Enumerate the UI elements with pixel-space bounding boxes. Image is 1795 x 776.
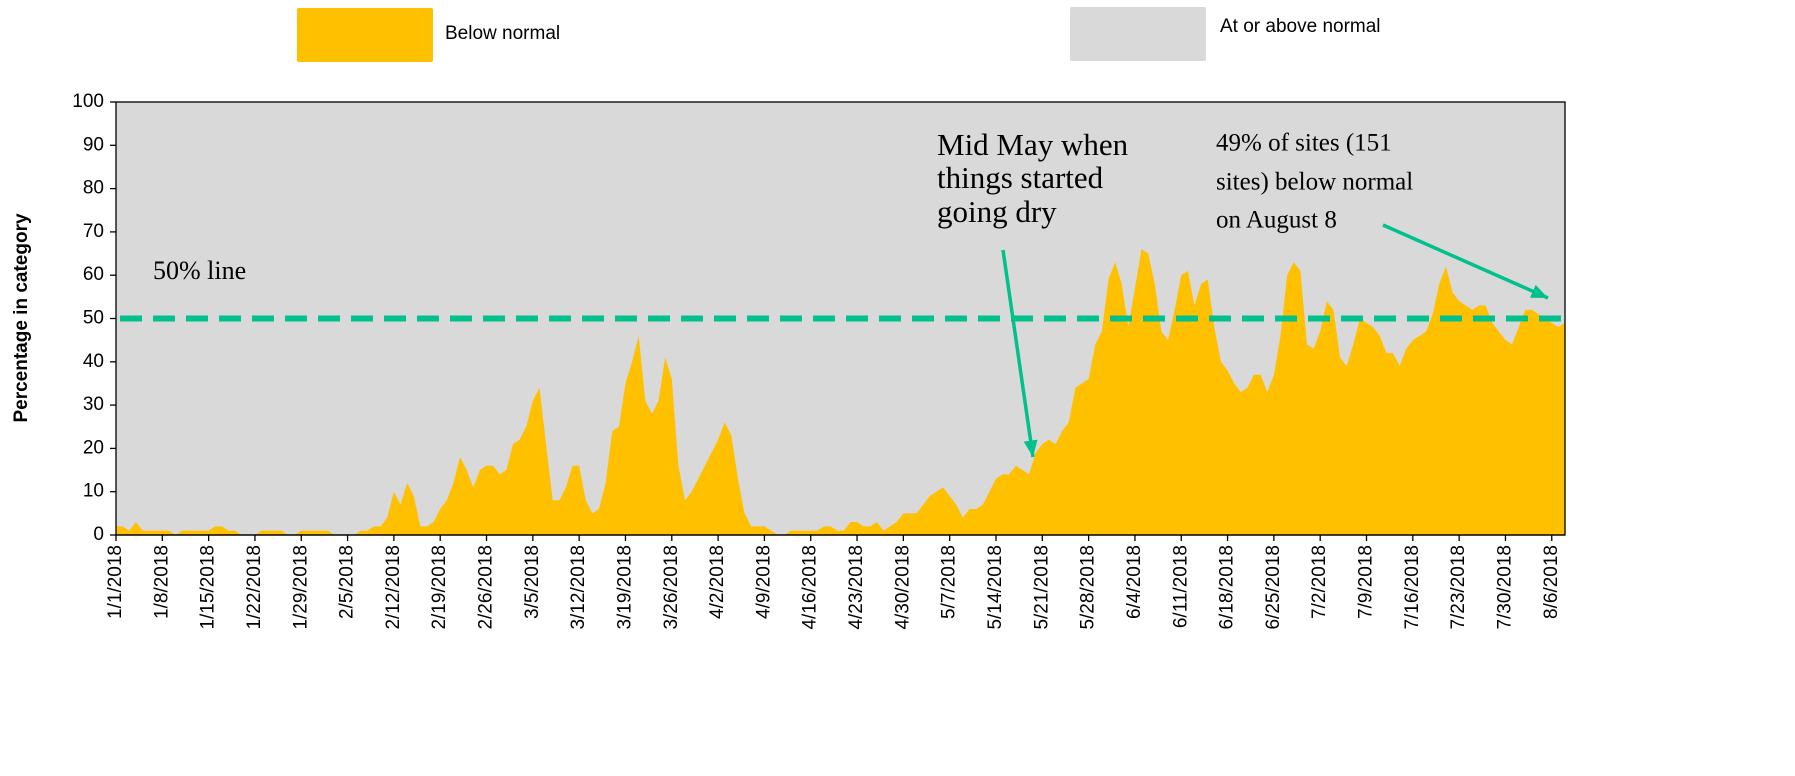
x-tick-label: 6/11/2018 (1170, 545, 1191, 628)
y-tick-label: 80 (83, 178, 104, 199)
y-tick-label: 0 (93, 524, 104, 545)
x-tick-label: 1/1/2018 (105, 545, 126, 619)
x-tick-label: 2/26/2018 (476, 545, 497, 630)
x-tick-label: 6/18/2018 (1217, 545, 1238, 630)
x-tick-label: 2/5/2018 (337, 545, 358, 619)
reference-label: 50% line (153, 256, 246, 285)
legend-swatch (1070, 7, 1206, 61)
y-tick-label: 100 (72, 91, 104, 112)
x-tick-label: 8/6/2018 (1541, 545, 1562, 619)
y-tick-label: 10 (83, 481, 104, 502)
x-tick-label: 4/30/2018 (892, 545, 913, 630)
annotation-text: sites) below normal (1216, 169, 1413, 196)
annotation-text: going dry (937, 194, 1057, 229)
x-tick-label: 7/30/2018 (1494, 545, 1515, 630)
x-tick-label: 5/7/2018 (939, 545, 960, 619)
annotation-text: Mid May when (937, 127, 1129, 162)
x-tick-label: 7/2/2018 (1309, 545, 1330, 619)
annotation-text: things started (937, 160, 1104, 195)
legend-label: Below normal (445, 23, 560, 44)
y-tick-label: 40 (83, 351, 104, 372)
x-tick-label: 6/25/2018 (1263, 545, 1284, 630)
x-tick-label: 4/2/2018 (707, 545, 728, 619)
y-axis-label: Percentage in category (11, 213, 32, 423)
x-tick-label: 1/29/2018 (290, 545, 311, 630)
x-tick-label: 3/5/2018 (522, 545, 543, 619)
x-tick-label: 5/14/2018 (985, 545, 1006, 630)
x-tick-label: 7/9/2018 (1356, 545, 1377, 619)
area (116, 249, 1565, 535)
x-tick-label: 2/12/2018 (383, 545, 404, 630)
x-tick-label: 7/23/2018 (1448, 545, 1469, 630)
annotation-arrow (1382, 223, 1549, 300)
annotation-text: 49% of sites (151 (1216, 130, 1392, 157)
x-tick-label: 3/26/2018 (661, 545, 682, 630)
annotation: Mid May when things started going dry 49… (937, 127, 1413, 234)
y-tick-label: 70 (83, 221, 104, 242)
y-tick-label: 30 (83, 394, 104, 415)
y-tick-label: 20 (83, 437, 104, 458)
legend-swatch (297, 8, 433, 62)
x-tick-label: 4/23/2018 (846, 545, 867, 630)
y-tick-label: 60 (83, 264, 104, 285)
x-tick-label: 3/19/2018 (614, 545, 635, 630)
x-tick-label: 7/16/2018 (1402, 545, 1423, 630)
annotation-arrow (1001, 249, 1035, 458)
x-tick-label: 1/15/2018 (198, 545, 219, 630)
annotation-text: on August 8 (1216, 207, 1337, 234)
arrow-head (1023, 439, 1038, 457)
x-tick-label: 2/19/2018 (429, 545, 450, 630)
x-tick-label: 5/21/2018 (1031, 545, 1052, 630)
x-tick-label: 1/8/2018 (151, 545, 172, 619)
x-tick-label: 5/28/2018 (1078, 545, 1099, 630)
y-tick-label: 90 (83, 134, 104, 155)
x-tick-label: 3/12/2018 (568, 545, 589, 630)
y-tick-label: 50 (83, 308, 104, 329)
legend-label: At or above normal (1220, 16, 1381, 37)
x-tick-label: 6/4/2018 (1124, 545, 1145, 619)
x-tick-label: 1/22/2018 (244, 545, 265, 630)
arrow-head (1530, 284, 1548, 298)
x-tick-label: 4/9/2018 (753, 545, 774, 619)
x-tick-label: 4/16/2018 (800, 545, 821, 630)
